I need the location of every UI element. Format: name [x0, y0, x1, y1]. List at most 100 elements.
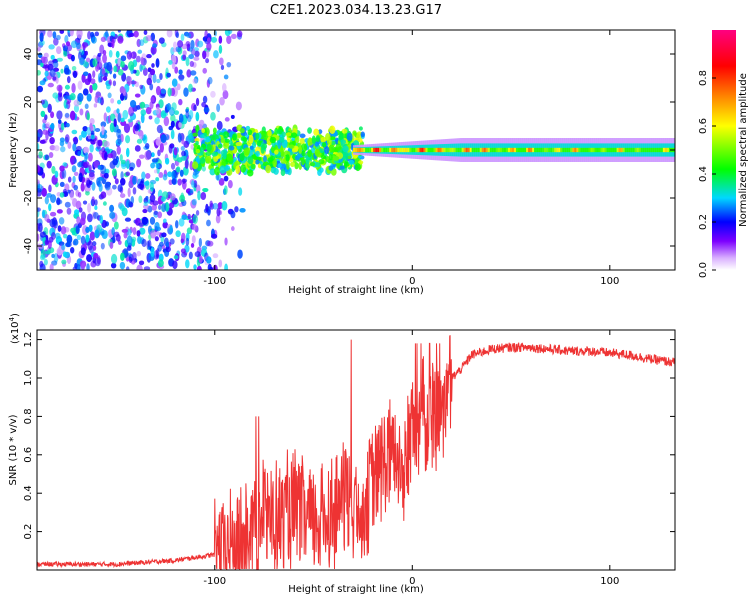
carrier-core [371, 147, 374, 153]
spectrogram-noise-cell [39, 254, 46, 261]
spectrogram-signal-cell [267, 129, 272, 137]
spectrogram-noise-cell [91, 36, 97, 44]
spectrogram-noise-cell [80, 182, 85, 192]
carrier-core [562, 147, 565, 153]
spectrogram-signal-cell [273, 167, 279, 175]
snr-xlabel: Height of straight line (km) [288, 584, 424, 595]
spectrogram-signal-cell [299, 133, 306, 139]
spectrogram-noise-cell [50, 194, 57, 203]
spectrogram-noise-cell [84, 103, 89, 110]
spectrogram-noise-cell [182, 178, 186, 185]
spectrogram-noise-cell [205, 203, 209, 213]
spectrogram-signal-cell [245, 125, 251, 131]
spectrogram-noise-cell [219, 57, 224, 66]
spectrogram-noise-cell [47, 30, 53, 38]
carrier-core [395, 147, 398, 153]
spectrogram-noise-cell [109, 122, 115, 133]
carrier-core [584, 147, 587, 153]
spectrogram-xtick-label: 100 [600, 276, 619, 287]
carrier-core [367, 147, 370, 153]
carrier-core [556, 147, 559, 153]
carrier-core [463, 147, 467, 153]
spectrogram-noise-cell [192, 214, 198, 225]
spectrogram-noise-cell [197, 40, 204, 48]
spectrogram-noise-cell [74, 209, 80, 216]
spectrogram-noise-cell [84, 78, 91, 86]
spectrogram-noise-cell [75, 225, 80, 234]
spectrogram-noise-cell [136, 230, 141, 237]
spectrogram-noise-cell [191, 198, 197, 206]
spectrogram-noise-cell [111, 168, 117, 177]
spectrogram-signal-cell [247, 169, 254, 177]
spectrogram-noise-cell [82, 71, 89, 77]
spectrogram-noise-cell [117, 112, 121, 123]
spectrogram-noise-cell [42, 122, 46, 131]
spectrogram-signal-cell [341, 128, 348, 134]
carrier-core [616, 147, 620, 153]
spectrogram-noise-cell [51, 253, 55, 259]
carrier-core [501, 147, 505, 153]
spectrogram-noise-cell [151, 158, 159, 163]
carrier-core [540, 147, 543, 153]
spectrogram-noise-cell [123, 232, 128, 239]
spectrogram-noise-cell [67, 141, 72, 149]
spectrogram-noise-cell [149, 83, 154, 91]
spectrogram-noise-cell [206, 256, 212, 264]
carrier-core [528, 147, 531, 153]
spectrogram-noise-cell [181, 150, 186, 157]
spectrogram-noise-cell [90, 134, 95, 140]
spectrogram-noise-cell [128, 106, 135, 117]
carrier-core [419, 147, 422, 153]
spectrogram-noise-cell [44, 239, 49, 246]
spectrogram-signal-cell [192, 132, 199, 137]
spectrogram-noise-cell [56, 57, 63, 62]
spectrogram-ytick-label: -20 [23, 190, 34, 206]
carrier-core [558, 147, 561, 153]
spectrogram-noise-cell [136, 138, 143, 144]
spectrogram-signal-cell [285, 132, 292, 137]
spectrogram-noise-cell [210, 90, 216, 98]
carrier-core [433, 147, 437, 153]
spectrogram-noise-cell [91, 181, 96, 191]
spectrogram-noise-cell [81, 73, 86, 83]
spectrogram-signal-cell [346, 132, 353, 142]
carrier-core [397, 147, 400, 153]
spectrogram-signal-cell [298, 145, 303, 154]
spectrogram-noise-cell [151, 204, 158, 211]
spectrogram-noise-cell [77, 92, 84, 102]
snr-ytick-label: 1.2 [23, 332, 34, 348]
spectrogram-signal-cell [339, 165, 345, 170]
spectrogram-noise-cell [152, 200, 159, 206]
carrier-core [391, 147, 394, 153]
spectrogram-noise-cell [129, 99, 137, 108]
spectrogram-noise-cell [38, 222, 43, 233]
spectrogram-noise-cell [86, 93, 92, 102]
spectrogram-noise-cell [148, 115, 153, 120]
spectrogram-signal-cell [211, 151, 218, 157]
spectrogram-noise-cell [186, 32, 192, 39]
carrier-core [455, 147, 459, 153]
spectrogram-noise-cell [155, 58, 160, 68]
spectrogram-noise-cell [44, 196, 49, 205]
spectrogram-signal-cell [222, 152, 227, 160]
carrier-core [660, 147, 664, 153]
spectrogram-noise-cell [173, 170, 179, 179]
carrier-core [574, 147, 577, 153]
spectrogram-noise-cell [191, 235, 196, 244]
spectrogram-noise-cell [57, 119, 62, 124]
spectrogram-signal-cell [325, 133, 331, 142]
spectrogram-noise-cell [87, 240, 93, 251]
spectrogram-noise-cell [56, 46, 62, 55]
spectrogram-signal-cell [358, 160, 364, 165]
spectrogram-noise-cell [39, 231, 46, 238]
spectrogram-noise-cell [38, 151, 43, 159]
spectrogram-noise-cell [72, 70, 78, 79]
spectrogram-noise-cell [158, 172, 164, 178]
spectrogram-noise-cell [82, 88, 89, 96]
spectrogram-noise-cell [116, 146, 121, 155]
spectrogram-signal-cell [235, 165, 241, 175]
spectrogram-noise-cell [42, 129, 49, 135]
spectrogram-signal-cell [204, 136, 211, 143]
carrier-core [411, 147, 414, 153]
spectrogram-noise-cell [86, 254, 93, 263]
